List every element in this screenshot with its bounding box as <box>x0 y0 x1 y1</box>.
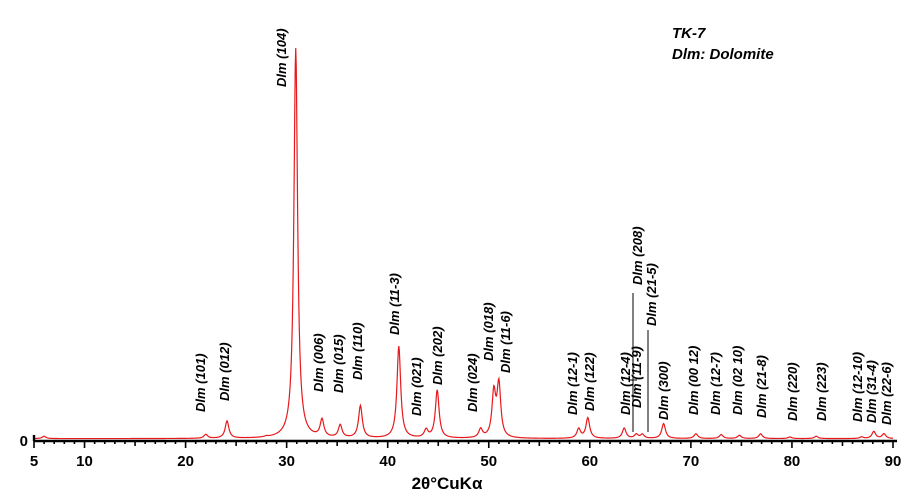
x-tick-label: 50 <box>480 453 497 470</box>
x-tick-label: 20 <box>177 453 194 470</box>
peak-label: Dlm (22-6) <box>879 362 894 425</box>
y-tick-label: 0 <box>20 433 28 450</box>
peak-label: Dlm (015) <box>331 334 346 393</box>
peak-label: Dlm (021) <box>409 357 424 416</box>
peak-label: Dlm (12-1) <box>565 352 580 415</box>
x-axis-label: 2θ°CuKα <box>412 474 483 493</box>
peak-label: Dlm (21-8) <box>754 355 769 418</box>
legend-key: Dlm: Dolomite <box>672 46 774 63</box>
axes: 5 10 20 30 40 50 60 70 80 90 0 <box>20 433 902 470</box>
peak-label: Dlm (11-9) <box>629 346 644 408</box>
peak-label: Dlm (300) <box>656 361 671 420</box>
legend-sample-name: TK-7 <box>672 25 706 42</box>
peak-label: Dlm (024) <box>465 353 480 412</box>
peak-label: Dlm (018) <box>481 302 496 361</box>
peak-label: Dlm (21-5) <box>644 263 659 326</box>
peak-label: Dlm (00 12) <box>686 346 701 415</box>
x-tick-label: 30 <box>278 453 295 470</box>
peak-label: Dlm (02 10) <box>730 346 745 415</box>
x-tick-label: 5 <box>30 453 38 470</box>
x-tick-label: 70 <box>683 453 700 470</box>
diffraction-trace <box>33 47 894 440</box>
peak-label: Dlm (101) <box>193 353 208 412</box>
peak-label: Dlm (11-3) <box>387 273 402 335</box>
peak-label: Dlm (110) <box>350 322 365 380</box>
peak-label: Dlm (012) <box>217 342 232 401</box>
x-tick-label: 60 <box>581 453 598 470</box>
peak-labels: Dlm (101) Dlm (012) Dlm (104) Dlm (006) Dlm … <box>193 28 894 425</box>
x-tick-label: 80 <box>784 453 801 470</box>
peak-label: Dlm (12-10) <box>850 352 865 422</box>
peak-label: Dlm (104) <box>274 28 289 87</box>
peak-label: Dlm (220) <box>785 362 800 421</box>
peak-label: Dlm (202) <box>430 326 445 385</box>
x-tick-label: 90 <box>885 453 902 470</box>
peak-label: Dlm (12-4) <box>618 352 633 415</box>
peak-label: Dlm (11-6) <box>498 311 513 373</box>
peak-label: Dlm (122) <box>582 352 597 411</box>
peak-label: Dlm (223) <box>814 362 829 421</box>
legend: TK-7 Dlm: Dolomite <box>672 25 774 63</box>
peak-label: Dlm (12-7) <box>708 352 723 415</box>
diffraction-trace-line <box>33 47 894 440</box>
peak-label: Dlm (31-4) <box>864 360 879 423</box>
peak-label: Dlm (006) <box>311 333 326 392</box>
x-tick-label: 40 <box>379 453 396 470</box>
leader-lines <box>629 293 649 432</box>
x-tick-label: 10 <box>76 453 93 470</box>
peak-label: Dlm (208) <box>630 226 645 285</box>
